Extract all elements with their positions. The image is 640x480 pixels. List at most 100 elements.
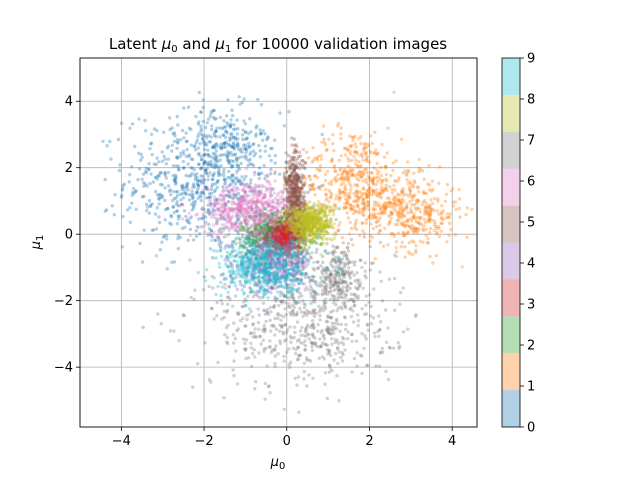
- data-point-0: [230, 188, 234, 192]
- data-point-0: [223, 177, 227, 182]
- data-point-6: [214, 212, 219, 216]
- data-point-1: [378, 223, 382, 228]
- data-point-0: [206, 160, 210, 164]
- data-point-5: [295, 144, 299, 149]
- data-point-0: [154, 189, 158, 194]
- data-point-7: [302, 282, 307, 286]
- data-point-0: [154, 227, 159, 231]
- data-point-0: [222, 196, 226, 200]
- data-point-0: [201, 178, 205, 182]
- data-point-1: [380, 178, 384, 183]
- data-point-1: [440, 221, 444, 226]
- data-point-1: [390, 187, 394, 192]
- data-point-5: [290, 192, 294, 197]
- data-point-7: [355, 351, 359, 355]
- data-point-6: [238, 221, 242, 226]
- data-point-0: [230, 108, 234, 112]
- data-point-0: [175, 189, 180, 194]
- data-point-1: [348, 220, 352, 225]
- data-point-1: [429, 198, 433, 202]
- data-point-1: [325, 147, 329, 152]
- data-point-5: [287, 165, 291, 169]
- data-point-0: [117, 168, 122, 173]
- data-point-1: [332, 208, 336, 212]
- data-point-0: [176, 141, 180, 145]
- data-point-0: [234, 136, 238, 140]
- data-point-0: [248, 185, 252, 189]
- data-point-0: [212, 171, 217, 175]
- data-point-6: [291, 183, 295, 188]
- data-point-1: [354, 218, 359, 222]
- data-point-0: [236, 127, 240, 131]
- data-point-0: [189, 215, 193, 219]
- data-point-7: [365, 323, 370, 327]
- data-point-0: [214, 238, 218, 242]
- data-point-0: [160, 159, 164, 163]
- data-point-0: [221, 142, 226, 146]
- data-point-0: [216, 164, 220, 169]
- data-point-0: [226, 200, 231, 204]
- data-point-6: [244, 184, 248, 188]
- data-point-0: [204, 142, 208, 146]
- data-point-0: [214, 129, 218, 133]
- data-point-0: [122, 182, 127, 186]
- data-point-0: [201, 105, 205, 110]
- data-point-7: [291, 303, 295, 307]
- data-point-0: [213, 203, 217, 207]
- data-point-1: [427, 183, 432, 187]
- data-point-0: [155, 177, 159, 181]
- data-point-1: [375, 172, 380, 176]
- data-point-7: [327, 370, 332, 374]
- data-point-0: [210, 177, 214, 181]
- data-point-1: [393, 179, 397, 183]
- data-point-0: [148, 181, 152, 186]
- data-point-1: [327, 137, 331, 141]
- data-point-5: [299, 179, 303, 184]
- data-point-7: [234, 294, 238, 298]
- data-point-0: [255, 124, 259, 128]
- data-point-1: [411, 230, 416, 235]
- data-point-6: [277, 231, 281, 236]
- data-point-1: [339, 183, 343, 187]
- data-point-1: [376, 218, 381, 223]
- data-point-6: [245, 229, 250, 233]
- data-point-1: [424, 233, 428, 237]
- data-point-1: [319, 157, 324, 161]
- data-point-0: [214, 163, 218, 167]
- data-point-0: [236, 137, 240, 141]
- data-point-0: [204, 125, 208, 130]
- data-point-1: [354, 158, 358, 162]
- data-point-1: [361, 186, 366, 190]
- data-point-0: [175, 200, 179, 204]
- data-point-0: [202, 275, 206, 279]
- data-point-0: [194, 229, 198, 233]
- data-point-7: [343, 327, 348, 332]
- data-point-6: [226, 189, 230, 193]
- data-point-1: [310, 183, 315, 188]
- data-point-7: [288, 365, 292, 370]
- data-point-1: [385, 151, 389, 155]
- data-point-0: [174, 164, 178, 168]
- data-point-0: [141, 325, 145, 330]
- data-point-1: [390, 191, 395, 195]
- data-point-0: [207, 140, 211, 144]
- data-point-7: [253, 334, 257, 339]
- data-point-7: [377, 314, 381, 318]
- data-point-6: [201, 206, 205, 210]
- data-point-7: [364, 303, 368, 307]
- data-point-0: [237, 167, 242, 172]
- data-point-1: [430, 179, 435, 183]
- data-point-6: [212, 195, 216, 199]
- data-point-6: [265, 208, 269, 213]
- data-point-7: [263, 397, 267, 401]
- data-point-0: [298, 175, 303, 180]
- data-point-0: [236, 163, 240, 168]
- data-point-1: [388, 184, 392, 189]
- data-point-6: [238, 228, 242, 233]
- data-point-0: [237, 178, 241, 182]
- data-point-7: [356, 319, 361, 323]
- data-point-0: [142, 194, 146, 199]
- data-point-1: [353, 209, 357, 213]
- data-point-7: [350, 339, 354, 343]
